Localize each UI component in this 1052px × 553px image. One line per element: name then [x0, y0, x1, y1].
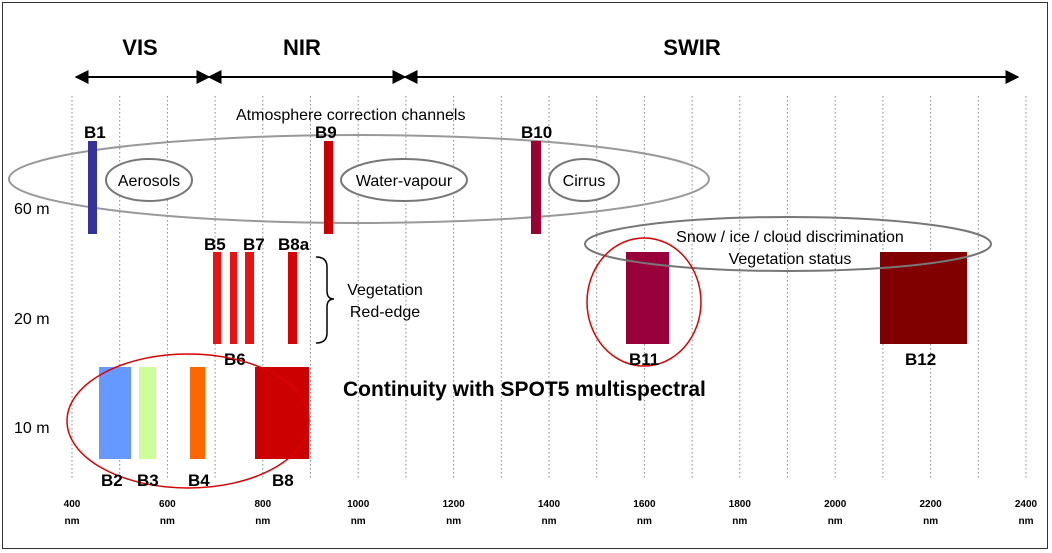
axis-tick-unit: nm	[65, 516, 80, 527]
band-b5	[213, 252, 221, 344]
band-b4-label: B4	[188, 471, 210, 490]
snow-ellipse	[584, 216, 992, 272]
band-b12	[880, 252, 967, 344]
red-edge-brace	[315, 256, 335, 344]
band-b8a-label: B8a	[278, 235, 310, 254]
axis-tick-unit: nm	[542, 516, 557, 527]
band-b10	[531, 141, 541, 234]
band-b8a	[288, 252, 297, 344]
resolution-10m: 10 m	[14, 420, 50, 437]
axis-tick-value: 1800	[729, 499, 752, 510]
nir-label: NIR	[283, 35, 321, 60]
cirrus-label: Cirrus	[563, 173, 606, 190]
atmosphere-title: Atmosphere correction channels	[236, 107, 465, 124]
water-vapour-ellipse	[340, 158, 468, 202]
wavelength-axis: 400 nm 600 nm 800 nm 1000 nm 1200 nm 1400 nm 1600 nm 1…	[64, 499, 1038, 527]
axis-tick-unit: nm	[732, 516, 747, 527]
red-edge-label: Red-edge	[350, 304, 420, 321]
axis-tick-value: 600	[159, 499, 176, 510]
axis-tick-unit: nm	[637, 516, 652, 527]
axis-tick-unit: nm	[828, 516, 843, 527]
band-b9-label: B9	[315, 123, 337, 142]
axis-tick-unit: nm	[1019, 516, 1034, 527]
axis-tick-unit: nm	[255, 516, 270, 527]
band-b4	[190, 367, 205, 459]
axis-tick-value: 400	[64, 499, 81, 510]
axis-tick-value: 1000	[347, 499, 370, 510]
resolution-60m: 60 m	[14, 201, 50, 218]
band-b3-label: B3	[137, 471, 159, 490]
aerosols-ellipse	[105, 158, 193, 202]
swir-label: SWIR	[663, 35, 721, 60]
axis-tick-value: 2200	[919, 499, 942, 510]
vegetation-label: Vegetation	[347, 282, 423, 299]
band-b7	[245, 252, 254, 344]
axis-tick-unit: nm	[923, 516, 938, 527]
band-b3	[139, 367, 156, 459]
resolution-20m: 20 m	[14, 311, 50, 328]
spot5-ellipse	[66, 353, 310, 489]
continuity-label: Continuity with SPOT5 multispectral	[343, 378, 706, 401]
band-b12-label: B12	[905, 350, 936, 369]
band-b2-label: B2	[101, 471, 123, 490]
band-b9	[324, 141, 333, 234]
vis-label: VIS	[122, 35, 157, 60]
band-b1-label: B1	[84, 123, 106, 142]
band-b2	[99, 367, 131, 459]
axis-tick-value: 1200	[442, 499, 465, 510]
band-b6	[230, 252, 237, 344]
band-b8	[255, 367, 309, 459]
axis-tick-value: 2400	[1015, 499, 1038, 510]
band-b11	[626, 252, 669, 344]
axis-tick-value: 1400	[538, 499, 561, 510]
atmosphere-ellipse	[8, 134, 710, 224]
band-b11-label: B11	[629, 350, 659, 369]
band-b1	[88, 141, 97, 234]
snow-label: Snow / ice / cloud discrimination	[676, 229, 904, 246]
axis-tick-value: 800	[254, 499, 271, 510]
axis-tick-unit: nm	[160, 516, 175, 527]
b11-ellipse	[586, 237, 702, 367]
band-b7-label: B7	[243, 235, 265, 254]
aerosols-label: Aerosols	[118, 173, 180, 190]
band-b8-label: B8	[272, 471, 294, 490]
cirrus-ellipse	[548, 158, 620, 202]
band-b10-label: B10	[521, 123, 552, 142]
axis-tick-unit: nm	[446, 516, 461, 527]
vegetation-status-label: Vegetation status	[729, 251, 852, 268]
water-vapour-label: Water-vapour	[356, 173, 453, 190]
axis-tick-unit: nm	[351, 516, 366, 527]
axis-tick-value: 1600	[633, 499, 656, 510]
band-b5-label: B5	[204, 235, 226, 254]
axis-tick-value: 2000	[824, 499, 847, 510]
